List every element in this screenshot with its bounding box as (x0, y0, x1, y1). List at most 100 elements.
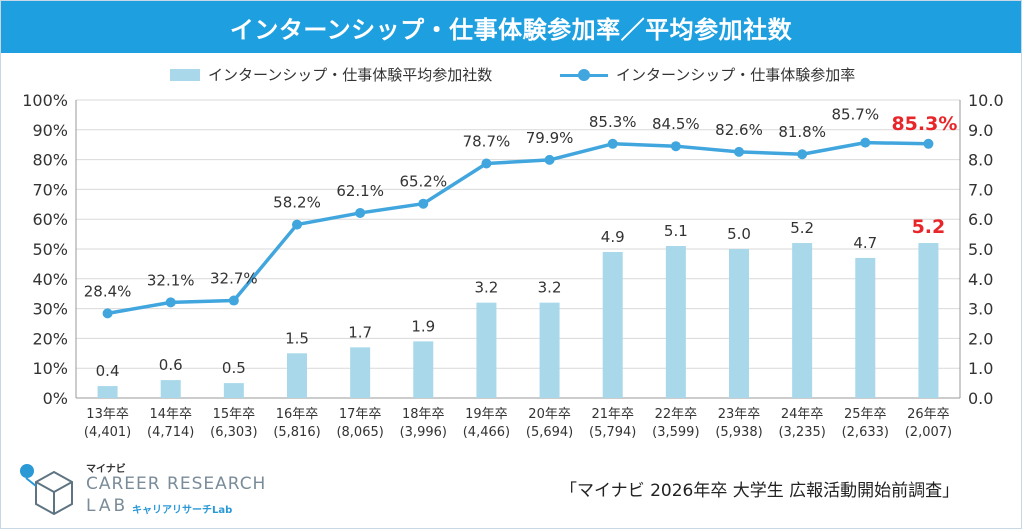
bar-value-label: 1.5 (285, 329, 309, 347)
y-left-tick-label: 10% (32, 359, 68, 378)
line-value-label: 32.1% (147, 271, 195, 289)
line-point (734, 146, 744, 157)
line-point (670, 141, 681, 152)
x-tick-label: 22年卒 (655, 407, 698, 422)
bar (97, 386, 118, 398)
x-tick-label: 25年卒 (844, 407, 887, 422)
y-right-tick-label: 10.0 (968, 91, 1004, 110)
x-sample-size-label: (4,714) (147, 425, 194, 440)
legend-line-label: インターンシップ・仕事体験参加率 (616, 66, 856, 84)
bar (918, 243, 939, 398)
bar (539, 302, 560, 398)
x-sample-size-label: (5,794) (589, 425, 636, 440)
y-left-tick-label: 70% (32, 180, 68, 199)
x-sample-size-label: (3,996) (400, 425, 447, 440)
x-sample-size-label: (5,816) (273, 425, 320, 440)
x-tick-label: 15年卒 (213, 407, 256, 422)
bar (729, 249, 749, 398)
bar (160, 380, 181, 398)
bar (792, 243, 813, 398)
x-sample-size-label: (8,065) (336, 425, 383, 440)
bar-value-label: 0.6 (159, 356, 183, 374)
y-left-tick-label: 90% (32, 121, 68, 140)
y-right-tick-label: 2.0 (968, 329, 993, 348)
y-right-tick-label: 4.0 (968, 270, 993, 289)
legend-bar-label: インターンシップ・仕事体験平均参加社数 (208, 66, 493, 84)
logo-text-lab: LAB (86, 496, 129, 516)
chart-title: インターンシップ・仕事体験参加率／平均参加社数 (1, 1, 1021, 53)
logo-text-career-research: CAREER RESEARCH (86, 474, 267, 494)
bar-value-label: 3.2 (474, 279, 498, 297)
bar-value-label: 1.7 (348, 323, 372, 341)
y-left-tick-label: 60% (32, 210, 68, 229)
y-right-tick-label: 8.0 (968, 151, 993, 170)
x-tick-label: 23年卒 (718, 407, 761, 422)
x-tick-label: 14年卒 (149, 407, 192, 422)
line-point (607, 138, 618, 149)
bar-value-label: 0.4 (96, 362, 120, 380)
y-left-tick-label: 20% (32, 329, 68, 348)
bar (350, 347, 371, 398)
line-value-label: 84.5% (652, 115, 700, 133)
line-value-label: 85.7% (831, 106, 879, 124)
cube-logo-icon (20, 464, 73, 516)
y-right-tick-label: 1.0 (968, 359, 993, 378)
line-value-label: 85.3% (589, 113, 637, 131)
bar-value-label: 5.0 (727, 225, 751, 243)
y-right-tick-label: 6.0 (968, 210, 993, 229)
x-sample-size-label: (3,235) (778, 425, 825, 440)
x-tick-label: 16年卒 (276, 407, 319, 422)
bar (855, 257, 876, 398)
x-sample-size-label: (2,007) (905, 425, 952, 440)
line-point (228, 295, 239, 306)
x-sample-size-label: (2,633) (842, 425, 889, 440)
y-right-tick-label: 3.0 (968, 300, 993, 319)
career-research-lab-logo: マイナビ CAREER RESEARCH LAB キャリアリサーチLab (14, 458, 265, 524)
bar-value-label: 5.2 (790, 219, 814, 237)
bar-value-label: 5.1 (664, 222, 688, 240)
y-right-tick-label: 5.0 (968, 240, 993, 259)
x-sample-size-label: (6,303) (210, 425, 257, 440)
line-value-label: 58.2% (273, 194, 321, 212)
source-note: 「マイナビ 2026年卒 大学生 広報活動開始前調査」 (560, 481, 960, 501)
bar (602, 251, 623, 398)
y-right-tick-label: 0.0 (968, 389, 993, 408)
x-tick-label: 26年卒 (907, 407, 950, 422)
legend-line-swatch (560, 68, 608, 82)
line-value-label: 32.7% (210, 270, 258, 288)
x-tick-label: 17年卒 (339, 407, 382, 422)
y-right-tick-label: 9.0 (968, 121, 993, 140)
bar (287, 353, 307, 398)
y-right-tick-label: 7.0 (968, 180, 993, 199)
x-sample-size-label: (5,938) (715, 425, 762, 440)
line-value-label: 81.8% (778, 123, 826, 141)
line-value-label: 78.7% (463, 132, 511, 150)
line-point (544, 154, 555, 165)
bar (223, 383, 244, 398)
line-point (860, 137, 871, 148)
line-point (481, 158, 492, 169)
line-value-label: 85.3% (891, 113, 957, 135)
line-series (107, 140, 929, 316)
x-sample-size-label: (4,466) (463, 425, 510, 440)
legend: インターンシップ・仕事体験平均参加社数 インターンシップ・仕事体験参加率 (0, 64, 1024, 88)
line-point (355, 207, 366, 218)
x-tick-label: 18年卒 (402, 407, 445, 422)
line-value-label: 79.9% (526, 129, 574, 147)
line-value-label: 65.2% (399, 173, 447, 191)
y-left-tick-label: 50% (32, 240, 68, 259)
bar-value-label: 3.2 (538, 279, 562, 297)
x-sample-size-label: (4,401) (84, 425, 131, 440)
y-left-tick-label: 30% (32, 300, 68, 319)
line-value-label: 62.1% (336, 182, 384, 200)
x-tick-label: 20年卒 (528, 407, 571, 422)
logo-brand: マイナビ (86, 464, 126, 475)
bar-value-label: 0.5 (222, 359, 246, 377)
y-left-tick-label: 80% (32, 151, 68, 170)
y-left-tick-label: 100% (22, 91, 68, 110)
bar (476, 302, 497, 398)
bar-value-label: 5.2 (912, 216, 946, 238)
line-value-label: 28.4% (84, 282, 132, 300)
